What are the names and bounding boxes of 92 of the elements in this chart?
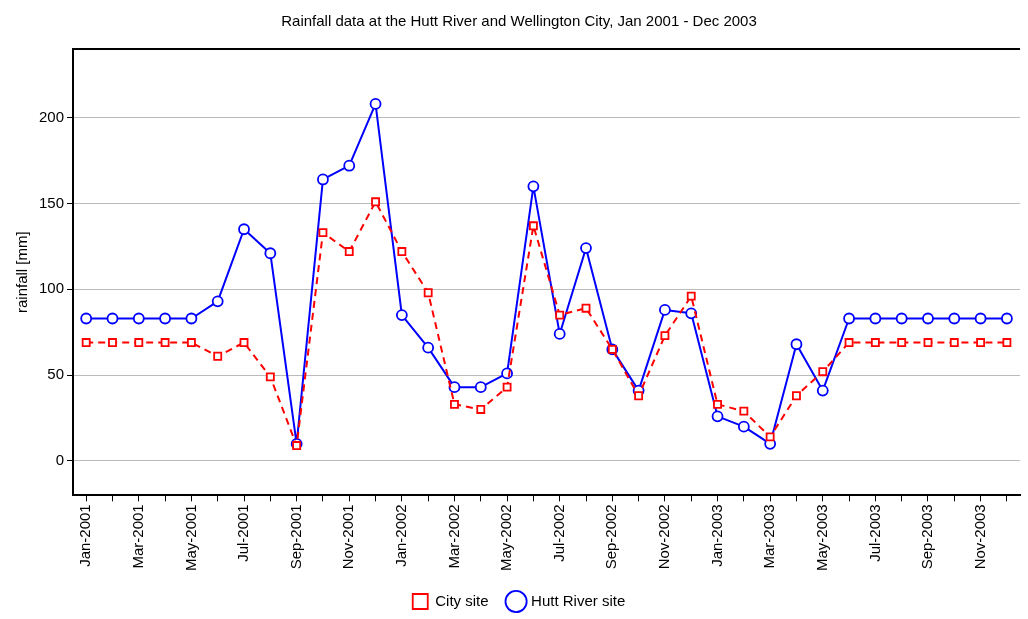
point [239, 338, 249, 347]
point [948, 312, 961, 325]
x-tick-label: Mar-2002 [444, 504, 462, 569]
x-tick-label: Sep-2003 [918, 504, 936, 570]
point [923, 338, 933, 347]
point [949, 338, 959, 347]
point [765, 432, 775, 442]
point [343, 159, 356, 172]
point [106, 312, 119, 325]
point [186, 338, 196, 347]
point [450, 399, 459, 409]
point [897, 338, 907, 347]
point [634, 391, 644, 401]
point [292, 441, 302, 450]
point [108, 338, 117, 347]
y-tick-label: 0 [55, 451, 65, 469]
point [476, 405, 486, 414]
x-tick-label: Jul-2001 [234, 504, 252, 562]
point [739, 406, 749, 416]
point [527, 180, 540, 193]
point [213, 351, 223, 361]
point [159, 312, 171, 325]
y-axis-title: rainfall [mm] [13, 231, 31, 313]
x-tick-label: Mar-2001 [128, 504, 146, 569]
point [686, 291, 696, 301]
x-tick-label: Jan-2002 [392, 504, 409, 567]
x-tick-label: Nov-2003 [970, 504, 988, 570]
point [659, 304, 671, 316]
point [895, 312, 908, 325]
legend-label: Hutt River site [531, 591, 626, 609]
point [134, 338, 144, 347]
x-tick-label: Nov-2001 [339, 504, 357, 570]
point [869, 312, 882, 325]
point [844, 338, 854, 347]
point [502, 382, 512, 392]
point [922, 312, 934, 325]
point [1002, 338, 1012, 347]
point [792, 391, 801, 401]
point [422, 341, 435, 354]
point [317, 173, 329, 186]
point [80, 312, 93, 325]
y-tick-label: 200 [39, 107, 65, 125]
point [976, 338, 986, 347]
x-tick-label: May-2003 [812, 504, 830, 571]
point [369, 98, 382, 110]
point [160, 338, 170, 347]
point [132, 312, 145, 325]
point [843, 312, 855, 325]
legend-label: City site [435, 591, 489, 609]
x-tick-label: Nov-2002 [655, 504, 673, 570]
point [528, 221, 538, 231]
x-tick-label: Jul-2002 [549, 504, 567, 562]
y-tick-label: 50 [47, 365, 65, 383]
x-tick-label: Sep-2002 [602, 504, 620, 570]
point [553, 328, 566, 340]
point [790, 338, 803, 351]
point [211, 295, 224, 308]
point [81, 338, 91, 347]
x-tick-label: Mar-2003 [760, 504, 778, 569]
point [474, 381, 487, 394]
point [818, 367, 828, 377]
point [660, 331, 670, 341]
point [395, 309, 408, 321]
point [185, 312, 198, 325]
point [423, 288, 433, 298]
x-tick-label: Jan-2001 [76, 504, 94, 567]
point [555, 310, 565, 320]
point [713, 399, 722, 409]
x-tick-label: Jan-2003 [707, 504, 725, 567]
point [711, 410, 724, 423]
point [344, 247, 354, 256]
point [974, 312, 987, 325]
point [318, 228, 328, 238]
point [1001, 312, 1013, 325]
point [264, 247, 277, 260]
x-tick-label: May-2002 [497, 504, 515, 571]
x-tick-label: Jul-2003 [865, 504, 883, 562]
point [816, 384, 829, 397]
x-tick-label: May-2001 [181, 504, 199, 571]
point [238, 223, 250, 236]
point [397, 247, 407, 256]
point [371, 197, 380, 207]
point [580, 242, 592, 255]
chart-title: Rainfall data at the Hutt River and Wellington City, Jan 2001 - Dec 2003 [281, 12, 757, 30]
point [870, 338, 880, 347]
point [737, 420, 750, 433]
point [265, 372, 275, 382]
point [448, 381, 461, 394]
point [581, 303, 591, 313]
y-tick-label: 100 [39, 279, 65, 297]
y-tick-label: 150 [39, 193, 65, 211]
x-tick-label: Sep-2001 [286, 504, 304, 570]
